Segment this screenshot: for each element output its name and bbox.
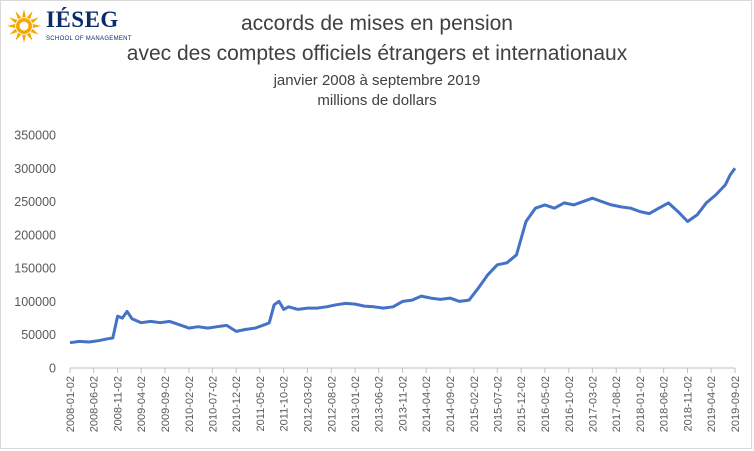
x-tick-label: 2019-04-02 <box>706 376 718 432</box>
chart-subtitle-line2: millions de dollars <box>317 92 437 109</box>
x-tick-label: 2013-01-02 <box>350 376 362 432</box>
chart-subtitle: janvier 2008 à septembre 2019 <box>273 72 481 89</box>
x-tick-label: 2017-03-02 <box>587 376 599 432</box>
y-tick-label: 50000 <box>21 328 56 342</box>
x-axis: 2008-01-02 2008-06-02 2008-11-02 2009-04-02… <box>65 368 742 432</box>
x-tick-label: 2015-02-02 <box>469 376 481 432</box>
x-tick-label: 2009-04-02 <box>136 376 148 432</box>
y-tick-label: 250000 <box>14 195 56 209</box>
x-tick-label: 2008-11-02 <box>113 376 125 431</box>
chart-title-line2: avec des comptes officiels étrangers et … <box>126 42 628 65</box>
x-tick-label: 2014-04-02 <box>421 376 433 432</box>
x-tick-label: 2016-05-02 <box>540 376 552 432</box>
x-tick-label: 2015-07-02 <box>492 376 504 432</box>
x-tick-label: 2018-01-02 <box>635 376 647 432</box>
y-tick-label: 100000 <box>14 295 56 309</box>
x-tick-label: 2014-09-02 <box>445 376 457 432</box>
y-tick-label: 300000 <box>14 162 56 176</box>
logo-tagline: SCHOOL OF MANAGEMENT <box>46 36 132 42</box>
y-tick-label: 350000 <box>14 129 56 143</box>
x-tick-label: 2013-11-02 <box>398 376 410 431</box>
ieseg-logo: IÉSEG SCHOOL OF MANAGEMENT <box>6 6 131 46</box>
x-tick-label: 2011-10-02 <box>279 376 291 431</box>
x-tick-label: 2010-07-02 <box>207 376 219 432</box>
y-tick-label: 150000 <box>14 262 56 276</box>
x-tick-label: 2008-06-02 <box>89 376 101 432</box>
x-tick-label: 2016-10-02 <box>564 376 576 432</box>
x-tick-label: 2017-08-02 <box>611 376 623 432</box>
x-tick-label: 2011-05-02 <box>255 376 267 431</box>
x-tick-label: 2018-06-02 <box>659 376 671 432</box>
y-tick-label: 0 <box>49 362 56 376</box>
chart-title: accords de mises en pension <box>241 12 513 35</box>
x-tick-label: 2012-03-02 <box>302 376 314 432</box>
series-line <box>69 167 737 345</box>
x-tick-label: 2015-12-02 <box>516 376 528 432</box>
sun-logo-icon <box>7 9 41 43</box>
x-tick-label: 2008-01-02 <box>65 376 77 432</box>
x-tick-label: 2009-09-02 <box>160 376 172 432</box>
x-tick-label: 2010-12-02 <box>231 376 243 432</box>
x-tick-label: 2010-02-02 <box>184 376 196 432</box>
y-axis: 0 50000 100000 150000 200000 250000 300000 3500… <box>14 129 56 376</box>
x-tick-label: 2012-08-02 <box>326 376 338 432</box>
x-tick-label: 2013-06-02 <box>374 376 386 432</box>
x-tick-label: 2018-11-02 <box>683 376 695 431</box>
logo-brand: IÉSEG <box>46 7 119 32</box>
x-tick-label: 2019-09-02 <box>730 376 742 432</box>
y-tick-label: 200000 <box>14 228 56 242</box>
